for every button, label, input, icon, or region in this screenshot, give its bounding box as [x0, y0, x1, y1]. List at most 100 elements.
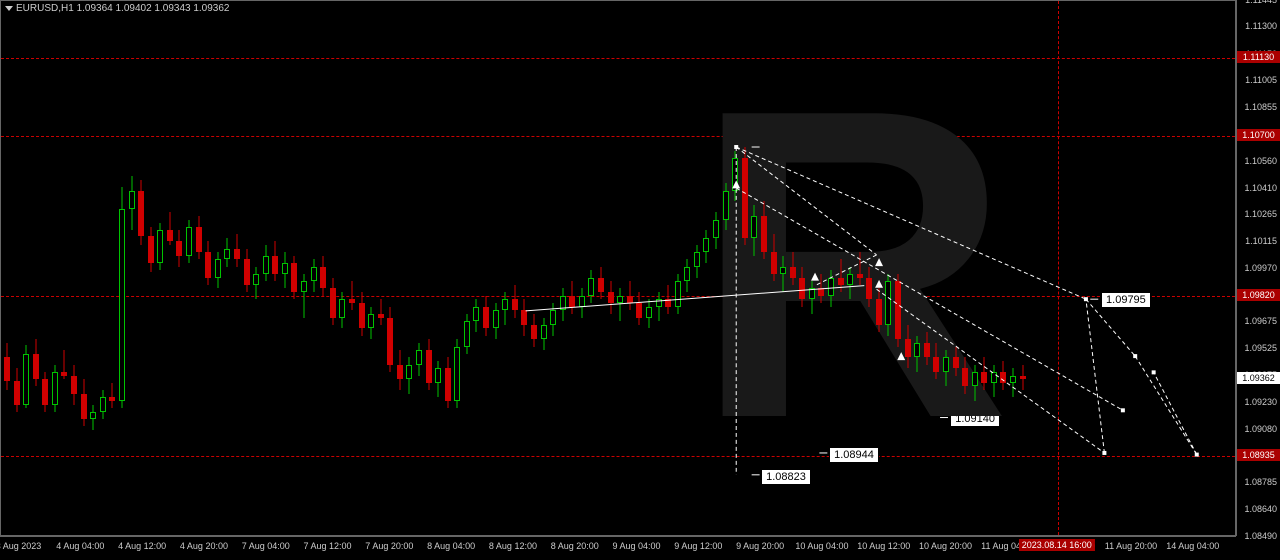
x-tick: 9 Aug 04:00 [613, 541, 661, 551]
candle-body [129, 191, 135, 209]
candle-body [186, 227, 192, 256]
candle-body [71, 376, 77, 394]
y-tick: 1.11300 [1245, 21, 1277, 31]
candle-body [780, 267, 786, 274]
candle-body [588, 278, 594, 296]
candle-body [42, 379, 48, 404]
y-axis: 1.114451.113001.111501.110051.108551.107… [1236, 0, 1280, 536]
x-tick: 3 Aug 2023 [0, 541, 41, 551]
candle-body [244, 259, 250, 284]
candle-body [751, 216, 757, 238]
candle-body [272, 256, 278, 274]
candle-body [109, 397, 115, 401]
y-tick: 1.10265 [1244, 209, 1277, 219]
candle-wick [112, 383, 113, 408]
x-tick: 8 Aug 12:00 [489, 541, 537, 551]
candle-body [119, 209, 125, 401]
candle-body [359, 303, 365, 328]
y-tick: 1.09230 [1244, 397, 1277, 407]
candle-body [397, 365, 403, 380]
candle-body [320, 267, 326, 289]
candle-body [253, 274, 259, 285]
candle-body [991, 372, 997, 383]
y-tick: 1.10115 [1245, 236, 1277, 246]
candle-body [665, 299, 671, 306]
candle-body [81, 394, 87, 419]
candle-body [608, 292, 614, 303]
candle-body [215, 259, 221, 277]
candle-body [828, 278, 834, 296]
candle-body [953, 357, 959, 368]
y-tick: 1.09525 [1244, 343, 1277, 353]
y-tick: 1.11005 [1245, 75, 1277, 85]
chart-title: EURUSD,H1 1.09364 1.09402 1.09343 1.0936… [5, 3, 230, 14]
plot-area[interactable]: R EURUSD,H1 1.09364 1.09402 1.09343 1.09… [0, 0, 1236, 536]
candle-body [90, 412, 96, 419]
candle-body [33, 354, 39, 379]
candle-body [378, 314, 384, 318]
candle-body [426, 350, 432, 383]
candle-body [311, 267, 317, 282]
candle-body [876, 299, 882, 324]
y-tick: 1.10855 [1244, 102, 1277, 112]
candle-body [732, 158, 738, 191]
candle-wick [658, 292, 659, 321]
y-price-marker: 1.09820 [1237, 289, 1280, 301]
x-tick: 7 Aug 04:00 [242, 541, 290, 551]
candle-body [857, 274, 863, 278]
candle-body [1020, 376, 1026, 380]
candle-body [224, 249, 230, 260]
candle-wick [380, 299, 381, 324]
candle-wick [620, 288, 621, 321]
y-tick: 1.08785 [1244, 477, 1277, 487]
x-tick: 10 Aug 04:00 [795, 541, 848, 551]
y-price-marker: 1.08935 [1237, 449, 1280, 461]
candle-body [943, 357, 949, 372]
candle-wick [783, 256, 784, 292]
candle-body [416, 350, 422, 365]
candle-body [838, 278, 844, 285]
candle-body [61, 372, 67, 376]
candle-body [684, 267, 690, 282]
y-tick: 1.08490 [1244, 531, 1277, 541]
candle-body [291, 263, 297, 292]
candle-body [464, 321, 470, 346]
candle-body [703, 238, 709, 253]
candle-body [569, 296, 575, 307]
candle-body [627, 296, 633, 303]
candle-body [349, 299, 355, 303]
candle-body [138, 191, 144, 236]
candle-body [100, 397, 106, 412]
candle-body [521, 310, 527, 325]
candle-body [809, 288, 815, 299]
x-tick: 4 Aug 12:00 [118, 541, 166, 551]
candle-body [914, 343, 920, 358]
candles-layer [1, 1, 1235, 535]
candle-body [550, 310, 556, 325]
y-tick: 1.10560 [1244, 156, 1277, 166]
candle-body [1010, 376, 1016, 383]
y-tick: 1.10410 [1244, 183, 1277, 193]
candle-wick [351, 281, 352, 310]
x-tick: 8 Aug 20:00 [551, 541, 599, 551]
candle-body [330, 288, 336, 317]
candle-body [818, 288, 824, 295]
candle-body [962, 368, 968, 386]
candle-body [4, 357, 10, 381]
candle-body [541, 325, 547, 340]
candle-body [301, 281, 307, 292]
candle-body [646, 307, 652, 318]
candle-body [387, 318, 393, 365]
candle-body [981, 372, 987, 383]
y-tick: 1.09970 [1244, 263, 1277, 273]
candle-body [282, 263, 288, 274]
candle-body [723, 191, 729, 220]
candle-body [406, 365, 412, 380]
forex-chart[interactable]: R EURUSD,H1 1.09364 1.09402 1.09343 1.09… [0, 0, 1280, 560]
candle-body [905, 339, 911, 357]
candle-body [742, 158, 748, 238]
candle-body [502, 299, 508, 310]
candle-body [483, 307, 489, 329]
candle-body [14, 381, 20, 405]
candle-body [799, 278, 805, 300]
